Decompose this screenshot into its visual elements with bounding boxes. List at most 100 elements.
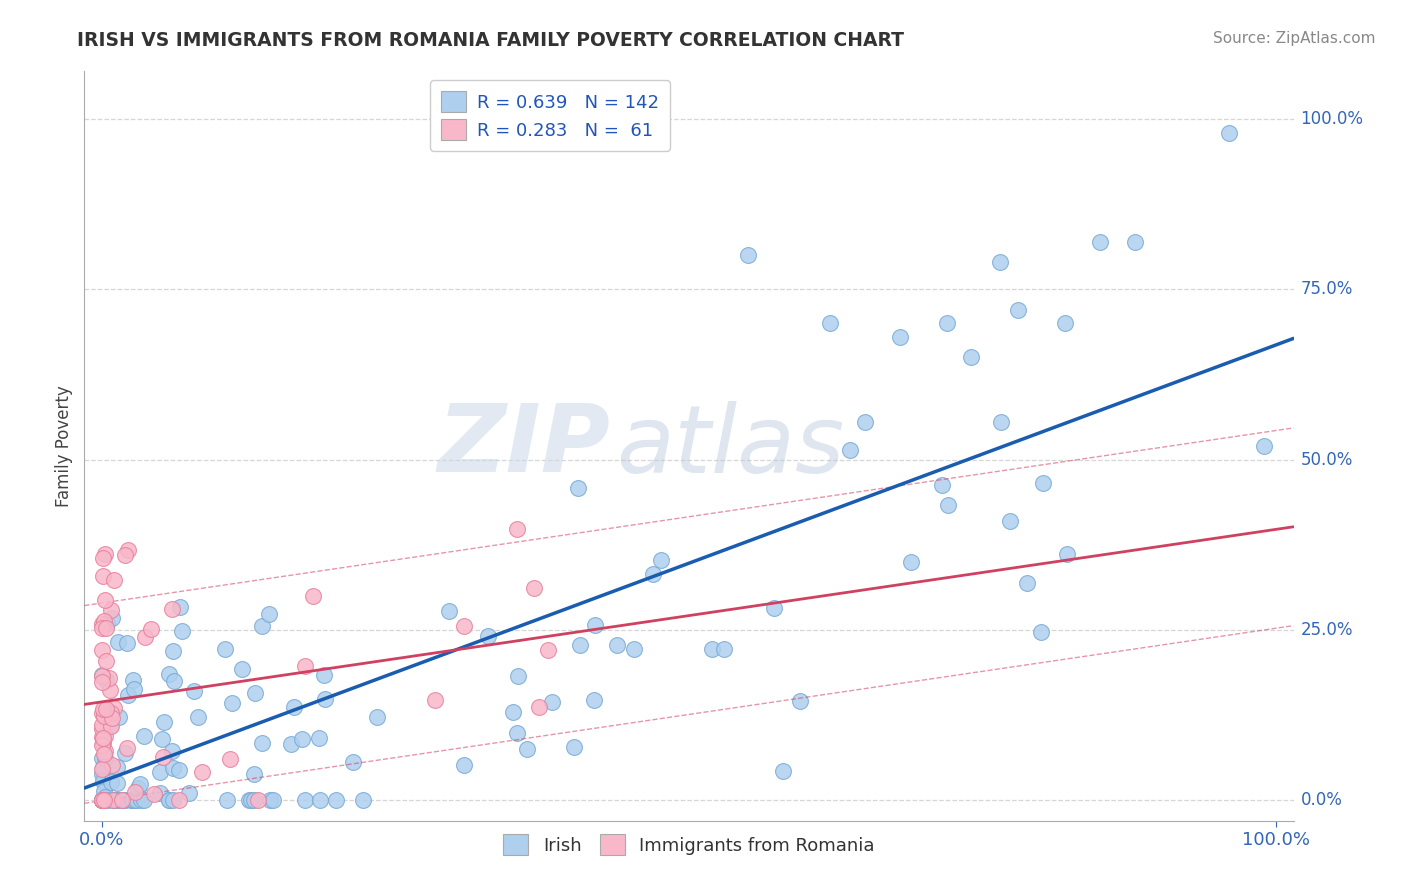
Point <box>623 641 645 656</box>
Point <box>97 793 120 807</box>
Point <box>177 786 200 800</box>
Point <box>569 638 592 652</box>
Text: 50.0%: 50.0% <box>1301 450 1353 468</box>
Point <box>143 788 166 802</box>
Text: 0.0%: 0.0% <box>1301 791 1343 809</box>
Point <box>762 601 785 615</box>
Point <box>1218 126 1240 140</box>
Point <box>91 774 114 789</box>
Point <box>120 793 142 807</box>
Point <box>157 793 180 807</box>
Point <box>218 752 240 766</box>
Point <box>91 642 114 657</box>
Point <box>100 758 122 772</box>
Point <box>94 547 117 561</box>
Point <box>522 581 544 595</box>
Point <box>94 790 117 805</box>
Point <box>91 793 114 807</box>
Point <box>93 793 115 807</box>
Point <box>111 793 134 807</box>
Point <box>94 654 117 668</box>
Point <box>115 635 138 649</box>
Point <box>129 777 152 791</box>
Point <box>537 643 560 657</box>
Point <box>889 330 911 344</box>
Point <box>91 667 114 681</box>
Point <box>169 763 191 777</box>
Point <box>100 775 122 789</box>
Point <box>91 793 114 807</box>
Point <box>583 618 606 632</box>
Point <box>132 793 155 807</box>
Point <box>294 659 316 673</box>
Text: Source: ZipAtlas.com: Source: ZipAtlas.com <box>1212 31 1375 46</box>
Point <box>247 793 270 807</box>
Point <box>114 793 136 807</box>
Point <box>936 498 959 512</box>
Point <box>91 793 114 807</box>
Text: ZIP: ZIP <box>437 400 610 492</box>
Point <box>91 731 114 746</box>
Point <box>162 761 184 775</box>
Point <box>122 681 145 696</box>
Point <box>152 715 174 730</box>
Point <box>96 702 118 716</box>
Text: atlas: atlas <box>616 401 845 491</box>
Point <box>121 673 143 687</box>
Point <box>91 760 114 774</box>
Point <box>93 784 115 798</box>
Point <box>100 682 122 697</box>
Point <box>93 793 115 807</box>
Point <box>240 793 263 807</box>
Point <box>150 732 173 747</box>
Point <box>257 607 280 621</box>
Point <box>115 741 138 756</box>
Point <box>105 776 128 790</box>
Point <box>641 567 664 582</box>
Point <box>100 706 122 721</box>
Point <box>283 700 305 714</box>
Point <box>183 684 205 698</box>
Point <box>91 718 114 732</box>
Point <box>91 669 114 683</box>
Point <box>103 574 125 588</box>
Point <box>217 793 239 807</box>
Text: 25.0%: 25.0% <box>1301 621 1353 639</box>
Point <box>162 793 184 807</box>
Point <box>931 478 953 492</box>
Text: 75.0%: 75.0% <box>1301 280 1353 298</box>
Point <box>1253 439 1275 453</box>
Point <box>129 793 152 807</box>
Point <box>105 793 128 807</box>
Point <box>107 635 129 649</box>
Point <box>152 750 174 764</box>
Point <box>541 695 564 709</box>
Point <box>93 614 115 628</box>
Point <box>111 793 134 807</box>
Point <box>959 351 981 365</box>
Point <box>127 781 149 796</box>
Point <box>1123 235 1146 249</box>
Point <box>91 762 114 776</box>
Point <box>562 740 585 755</box>
Point <box>170 624 193 639</box>
Point <box>149 786 172 800</box>
Point <box>114 548 136 562</box>
Point <box>162 743 184 757</box>
Point <box>214 642 236 657</box>
Point <box>502 706 524 720</box>
Point <box>101 793 124 807</box>
Point <box>262 793 284 807</box>
Point <box>309 793 332 807</box>
Point <box>91 793 114 807</box>
Point <box>818 317 841 331</box>
Point <box>245 685 267 699</box>
Point <box>100 603 122 617</box>
Point <box>302 589 325 603</box>
Point <box>91 702 114 716</box>
Point <box>105 793 128 807</box>
Point <box>169 599 191 614</box>
Point <box>121 793 143 807</box>
Point <box>314 667 336 681</box>
Point <box>342 755 364 769</box>
